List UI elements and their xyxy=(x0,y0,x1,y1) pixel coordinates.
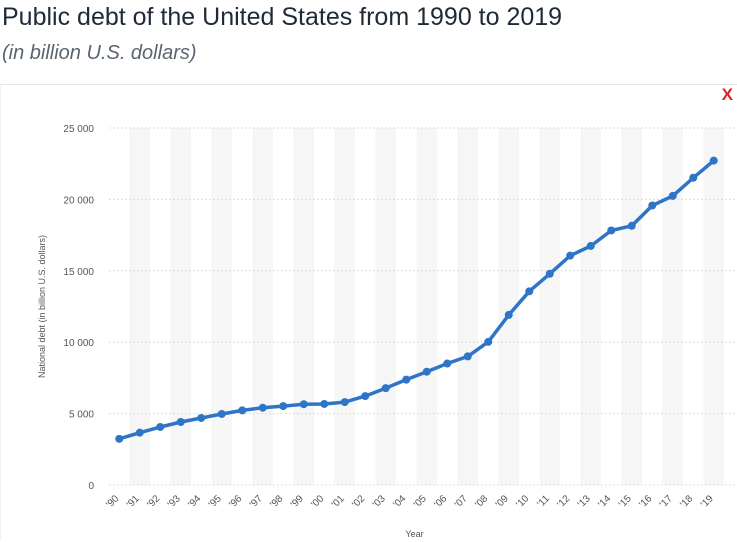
data-point[interactable] xyxy=(279,402,288,411)
x-tick-label: '14 xyxy=(596,493,613,510)
data-point[interactable] xyxy=(504,310,513,319)
data-point[interactable] xyxy=(238,406,247,415)
x-tick-label: '95 xyxy=(207,493,224,510)
x-tick-label: '15 xyxy=(617,493,634,510)
data-point[interactable] xyxy=(340,398,349,407)
data-point[interactable] xyxy=(156,422,165,431)
data-point[interactable] xyxy=(115,434,124,443)
data-point[interactable] xyxy=(525,287,534,296)
y-tick-label: 5 000 xyxy=(69,410,94,421)
x-tick-label: '91 xyxy=(125,493,142,510)
data-point[interactable] xyxy=(176,418,185,427)
grid-lines xyxy=(109,127,737,486)
band-3 xyxy=(170,128,191,485)
line-chart: 0 5 000 10 000 15 000 20 000 25 000 '90'91'92… xyxy=(37,124,737,539)
data-point[interactable] xyxy=(463,352,472,361)
y-axis-title: National debt (in billion U.S. dollars) xyxy=(37,235,47,378)
data-point[interactable] xyxy=(422,367,431,376)
x-tick-label: '01 xyxy=(330,493,347,510)
band-29 xyxy=(703,128,724,485)
x-tick-label: '08 xyxy=(473,493,490,510)
x-tick-labels: '90'91'92'93'94'95'96'97'98'99'00'01'02 '… xyxy=(104,493,716,510)
band-27 xyxy=(662,128,683,485)
band-21 xyxy=(539,128,560,485)
x-tick-label: '93 xyxy=(166,493,183,510)
x-axis-title: Year xyxy=(405,529,423,539)
x-tick-label: '90 xyxy=(104,493,121,510)
band-17 xyxy=(457,128,478,485)
band-11 xyxy=(334,128,355,485)
y-tick-labels: 0 5 000 10 000 15 000 20 000 25 000 xyxy=(63,124,94,492)
data-point[interactable] xyxy=(648,201,657,210)
x-tick-label: '99 xyxy=(289,493,306,510)
band-25 xyxy=(621,128,642,485)
data-point[interactable] xyxy=(668,191,677,200)
band-19 xyxy=(498,128,519,485)
y-tick-label: 15 000 xyxy=(63,267,94,278)
y-tick-label: 20 000 xyxy=(63,195,94,206)
data-point[interactable] xyxy=(135,428,144,437)
series-layer xyxy=(115,156,718,443)
x-tick-label: '11 xyxy=(535,493,552,510)
x-tick-label: '05 xyxy=(412,493,429,510)
x-tick-label: '96 xyxy=(227,493,244,510)
x-tick-label: '12 xyxy=(555,493,572,510)
data-point[interactable] xyxy=(258,403,267,412)
y-tick-label: 25 000 xyxy=(63,124,94,135)
data-point[interactable] xyxy=(443,359,452,368)
data-point[interactable] xyxy=(217,409,226,418)
data-point[interactable] xyxy=(299,400,308,409)
data-point[interactable] xyxy=(381,384,390,393)
band-13 xyxy=(375,128,396,485)
data-point[interactable] xyxy=(689,173,698,182)
x-tick-label: '92 xyxy=(145,493,162,510)
x-tick-label: '06 xyxy=(432,493,449,510)
x-tick-label: '97 xyxy=(248,493,265,510)
data-point[interactable] xyxy=(586,241,595,250)
chart-subtitle: (in billion U.S. dollars) xyxy=(2,42,197,64)
data-point[interactable] xyxy=(709,156,718,165)
chart-panel: 0 5 000 10 000 15 000 20 000 25 000 '90'91'92… xyxy=(0,84,737,541)
data-point[interactable] xyxy=(607,226,616,235)
x-tick-label: '10 xyxy=(514,493,531,510)
band-23 xyxy=(580,128,601,485)
data-point[interactable] xyxy=(402,375,411,384)
data-point[interactable] xyxy=(566,251,575,260)
data-point[interactable] xyxy=(545,269,554,278)
data-point[interactable] xyxy=(627,221,636,230)
x-tick-label: '17 xyxy=(658,493,675,510)
band-15 xyxy=(416,128,437,485)
x-tick-label: '18 xyxy=(678,493,695,510)
y-tick-label: 10 000 xyxy=(63,338,94,349)
band-1 xyxy=(129,128,150,485)
close-button[interactable]: X xyxy=(721,85,733,104)
data-point[interactable] xyxy=(361,392,370,401)
chart-title: Public debt of the United States from 19… xyxy=(2,3,563,31)
x-tick-label: '19 xyxy=(699,493,716,510)
x-tick-label: '98 xyxy=(268,493,285,510)
band-5 xyxy=(211,128,232,485)
x-tick-label: '09 xyxy=(494,493,511,510)
x-tick-label: '94 xyxy=(186,493,203,510)
x-tick-label: '04 xyxy=(391,493,408,510)
x-tick-label: '13 xyxy=(576,493,593,510)
data-point[interactable] xyxy=(484,337,493,346)
x-tick-label: '16 xyxy=(637,493,654,510)
y-tick-label: 0 xyxy=(88,481,94,492)
data-point[interactable] xyxy=(320,399,329,408)
band-7 xyxy=(252,128,273,485)
x-tick-label: '07 xyxy=(453,493,470,510)
band-9 xyxy=(293,128,314,485)
x-tick-label: '00 xyxy=(309,493,326,510)
background-bands xyxy=(129,128,724,485)
x-tick-label: '03 xyxy=(371,493,388,510)
data-point[interactable] xyxy=(197,413,206,422)
x-tick-label: '02 xyxy=(350,493,367,510)
